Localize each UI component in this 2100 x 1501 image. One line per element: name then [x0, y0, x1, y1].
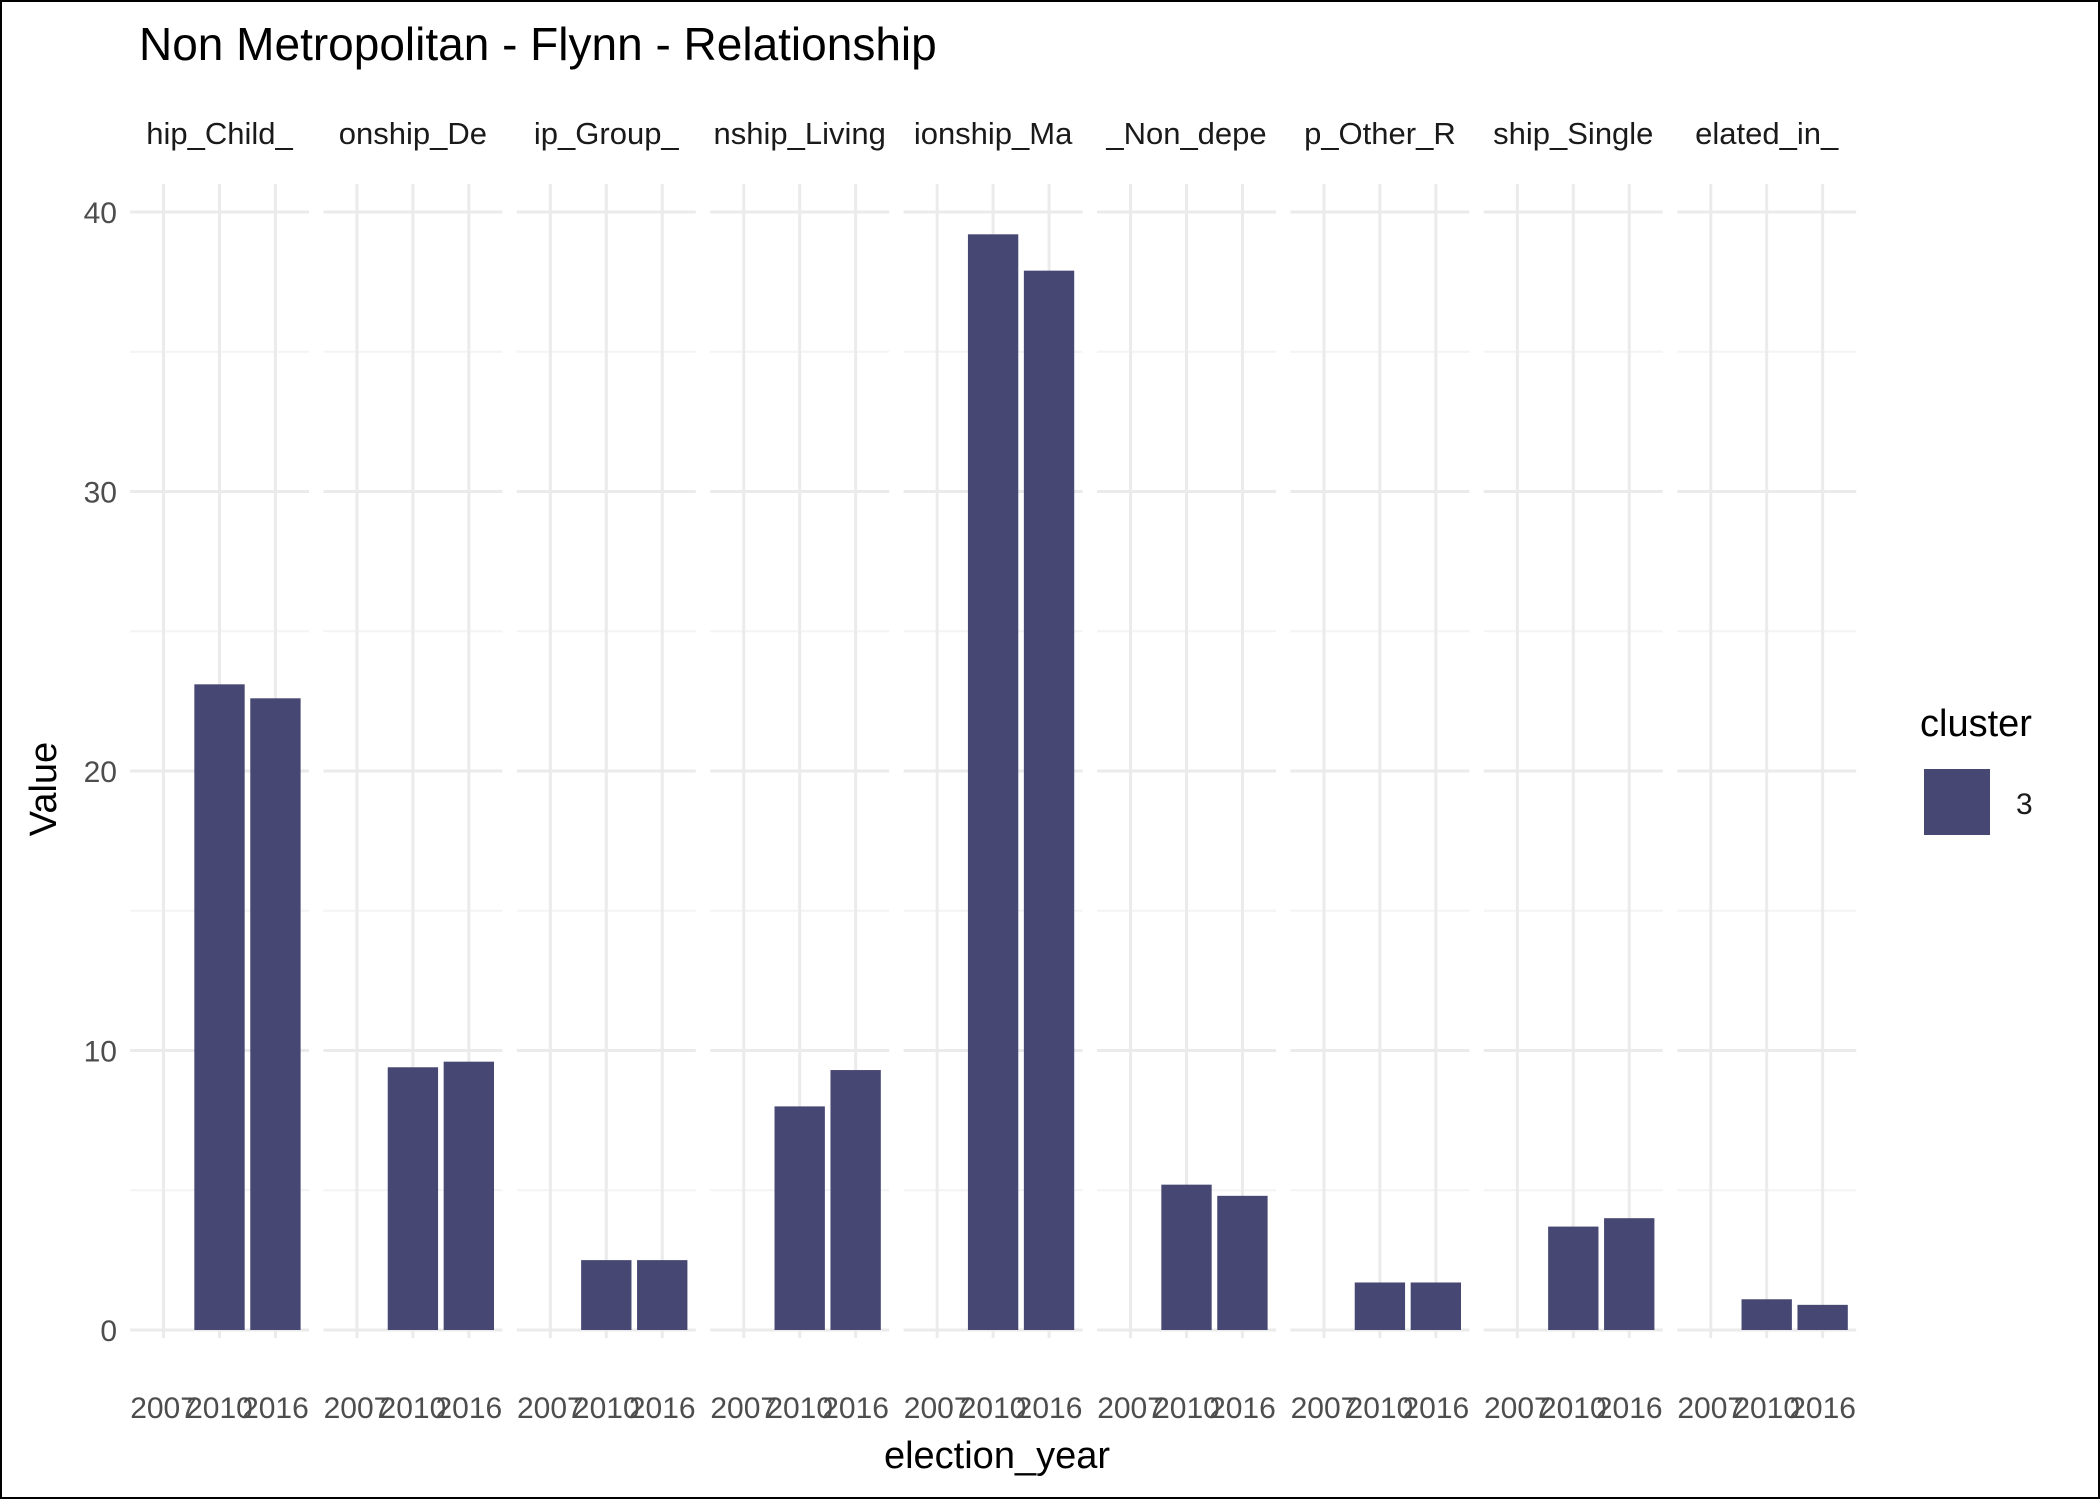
bar: [1161, 1184, 1212, 1330]
x-tick-label: 2010: [186, 1392, 253, 1425]
x-tick-label: 2016: [1016, 1392, 1083, 1425]
legend-key-3: [1924, 769, 1990, 835]
facet-strip-label: elated_in_: [1695, 116, 1839, 151]
x-tick-label: 2010: [380, 1392, 447, 1425]
bar: [637, 1260, 688, 1330]
x-tick-label: 2010: [960, 1392, 1027, 1425]
bar: [1217, 1195, 1268, 1330]
x-tick-label: 2007: [904, 1392, 971, 1425]
y-axis: 0 10 20 30 40: [84, 197, 117, 1348]
bar: [387, 1067, 439, 1330]
y-tick-label: 0: [100, 1315, 117, 1348]
x-tick-label: 2016: [1789, 1392, 1856, 1425]
x-tick-label: 2007: [1291, 1392, 1358, 1425]
x-tick-label: 2016: [242, 1392, 309, 1425]
x-tick-label: 2010: [1540, 1392, 1607, 1425]
x-tick-label: 2010: [573, 1392, 640, 1425]
facet-strip-label: p_Other_R: [1304, 116, 1456, 151]
bar: [581, 1260, 632, 1330]
x-tick-label: 2016: [435, 1392, 502, 1425]
x-tick-label: 2010: [766, 1392, 833, 1425]
legend: cluster 3: [1920, 703, 2033, 835]
x-tick-label: 2010: [1347, 1392, 1414, 1425]
y-tick-label: 40: [84, 197, 117, 230]
x-tick-label: 2016: [1209, 1392, 1276, 1425]
x-tick-label: 2007: [517, 1392, 584, 1425]
bar: [1741, 1299, 1792, 1330]
bar: [774, 1106, 825, 1330]
bar: [1548, 1226, 1599, 1330]
x-tick-label: 2016: [629, 1392, 696, 1425]
x-tick-label: 2007: [130, 1392, 197, 1425]
facet-strip-label: hip_Child_: [146, 116, 293, 151]
bar: [250, 698, 301, 1330]
bar: [1354, 1282, 1406, 1330]
x-tick-label: 2007: [324, 1392, 391, 1425]
x-tick-label: 2007: [1484, 1392, 1551, 1425]
x-axis-title: election_year: [884, 1435, 1110, 1477]
y-tick-label: 10: [84, 1035, 117, 1068]
facet-strip-label: ip_Group_: [534, 116, 680, 151]
y-axis-title: Value: [23, 742, 65, 836]
bar: [1797, 1304, 1848, 1330]
legend-title: cluster: [1920, 703, 2032, 745]
bar: [443, 1061, 495, 1330]
x-tick-label: 2010: [1733, 1392, 1800, 1425]
chart-title: Non Metropolitan - Flynn - Relationship: [139, 18, 937, 70]
facet-strip-label: ionship_Ma: [914, 116, 1073, 151]
x-tick-label: 2007: [1677, 1392, 1744, 1425]
facet-panels: hip_Child_200720102016onship_De200720102…: [130, 116, 1857, 1425]
bar: [194, 684, 245, 1330]
y-tick-label: 30: [84, 476, 117, 509]
facet-strip-label: onship_De: [339, 116, 487, 151]
y-tick-label: 20: [84, 756, 117, 789]
x-tick-label: 2007: [710, 1392, 777, 1425]
bar: [830, 1070, 881, 1330]
x-tick-label: 2016: [1402, 1392, 1469, 1425]
x-tick-label: 2016: [1596, 1392, 1663, 1425]
facet-strip-label: _Non_depe: [1105, 116, 1266, 151]
x-tick-label: 2010: [1153, 1392, 1220, 1425]
facet-strip-label: ship_Single: [1493, 116, 1653, 151]
bar: [1023, 270, 1075, 1330]
bar: [1604, 1218, 1655, 1330]
x-tick-label: 2007: [1097, 1392, 1164, 1425]
facet-strip-label: nship_Living: [714, 116, 886, 151]
legend-label-3: 3: [2016, 788, 2033, 821]
bar: [1410, 1282, 1462, 1330]
x-tick-label: 2016: [822, 1392, 889, 1425]
bar: [967, 234, 1019, 1330]
